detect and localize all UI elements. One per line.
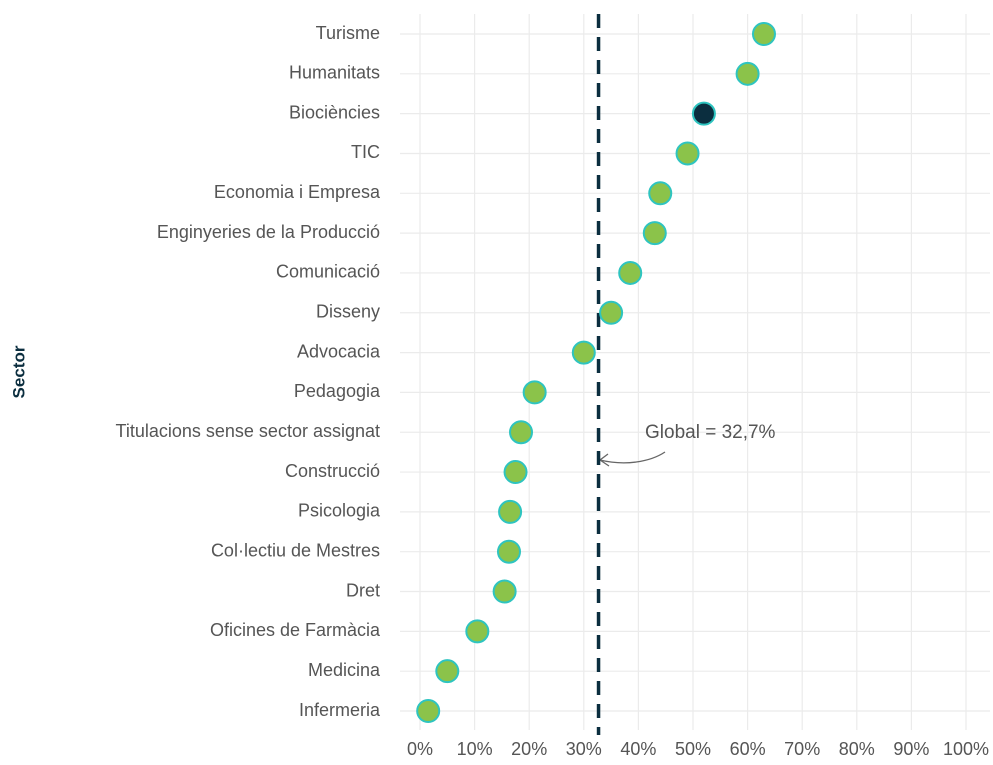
y-tick-label: Turisme [316,23,380,43]
y-tick-label: Dret [346,580,380,600]
dot [571,340,596,365]
y-tick-label: Humanitats [289,63,380,83]
x-tick-label: 50% [675,739,711,759]
x-tick-label: 100% [943,739,989,759]
annotation: Global = 32,7% [645,422,776,443]
dot [435,659,460,684]
annotation-arrow [598,451,666,467]
x-tick-label: 30% [566,739,602,759]
dot [496,539,521,564]
y-tick-label: Titulacions sense sector assignat [116,421,380,441]
y-tick-label: Comunicació [276,262,380,282]
dot [509,420,534,445]
y-tick-label: Infermeria [299,700,381,720]
x-tick-label: 10% [457,739,493,759]
x-tick-label: 80% [839,739,875,759]
dot [492,579,517,604]
y-tick-label: Enginyeries de la Producció [157,222,380,242]
y-tick-label: Disseny [316,302,380,322]
dot [498,499,523,524]
x-tick-label: 90% [893,739,929,759]
y-tick-label: Economia i Empresa [214,182,381,202]
y-tick-label: Col·lectiu de Mestres [211,540,380,560]
x-tick-label: 40% [620,739,656,759]
y-tick-label: Psicologia [298,501,381,521]
x-tick-label: 70% [784,739,820,759]
y-tick-label: Construcció [285,461,380,481]
dot [648,181,673,206]
x-tick-label: 60% [730,739,766,759]
y-tick-label: Oficines de Farmàcia [210,620,381,640]
x-tick-label: 20% [511,739,547,759]
dot [642,221,667,246]
dot [522,380,547,405]
y-tick-label: Biociències [289,102,380,122]
dot [751,22,776,46]
dot [675,141,700,166]
y-tick-label: Advocacia [297,341,381,361]
y-axis-label: Sector [9,345,28,398]
dot [618,260,643,285]
dot [416,699,441,723]
dot [465,619,490,644]
dot [735,61,760,86]
y-tick-label: Pedagogia [294,381,381,401]
x-tick-label: 0% [407,739,433,759]
y-tick-label: Medicina [308,660,381,680]
dot [599,300,624,325]
dot [503,460,528,485]
y-tick-label: TIC [351,142,380,162]
dot [691,101,716,126]
